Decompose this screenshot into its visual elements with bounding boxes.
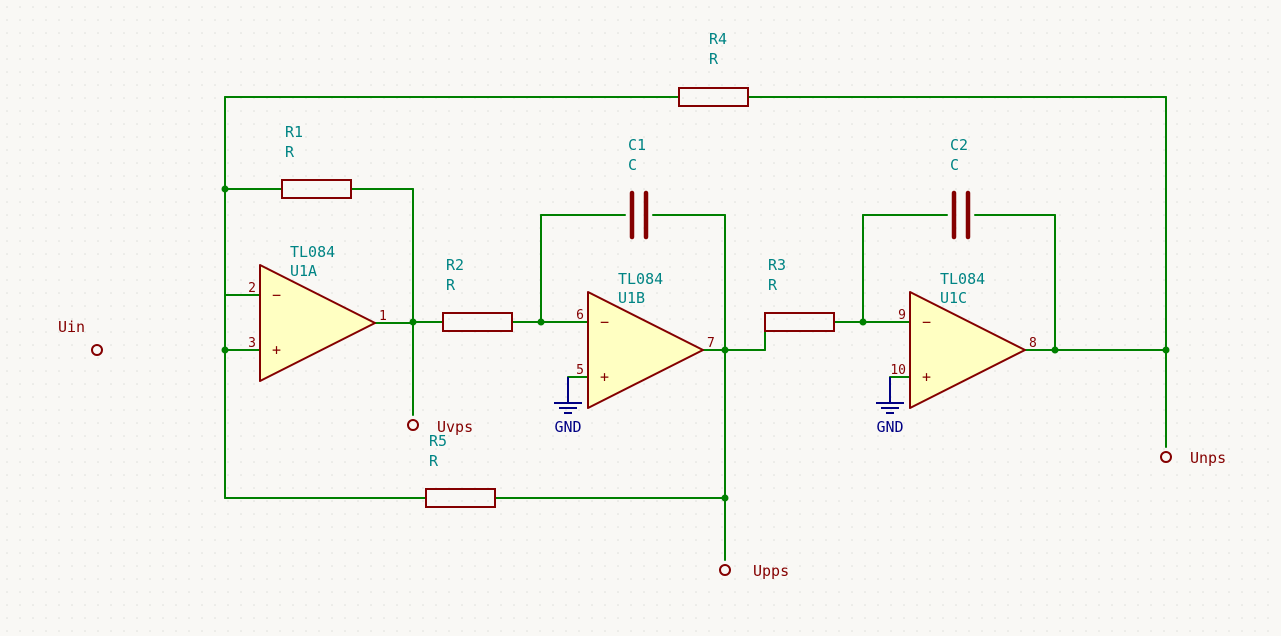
port-label: Unps <box>1190 449 1226 467</box>
svg-text:2: 2 <box>248 281 256 296</box>
svg-text:1: 1 <box>379 309 387 324</box>
svg-text:+: + <box>600 368 609 386</box>
svg-text:−: − <box>922 313 931 331</box>
junction <box>222 186 229 193</box>
opamp-ref: U1C <box>940 289 967 307</box>
resistor-val: R <box>709 50 719 68</box>
svg-text:−: − <box>600 313 609 331</box>
junction <box>222 347 229 354</box>
svg-text:7: 7 <box>707 336 715 351</box>
junction <box>1052 347 1059 354</box>
schematic-canvas: R1RR2RR3RR4RR5RC1CC2C−+231TL084U1A−+657T… <box>0 0 1281 636</box>
port-label: Uin <box>58 318 85 336</box>
port-label: Upps <box>753 562 789 580</box>
cap-ref: C1 <box>628 136 646 154</box>
svg-text:9: 9 <box>898 308 906 323</box>
svg-text:3: 3 <box>248 336 256 351</box>
cap-val: C <box>628 156 637 174</box>
junction <box>538 319 545 326</box>
cap-ref: C2 <box>950 136 968 154</box>
junction <box>722 495 729 502</box>
junction <box>410 319 417 326</box>
svg-text:+: + <box>922 368 931 386</box>
junction <box>860 319 867 326</box>
gnd-label: GND <box>554 418 581 436</box>
opamp-val: TL084 <box>290 243 335 261</box>
svg-text:8: 8 <box>1029 336 1037 351</box>
resistor-ref: R1 <box>285 123 303 141</box>
junction <box>722 347 729 354</box>
resistor-val: R <box>285 143 295 161</box>
svg-text:10: 10 <box>890 363 906 378</box>
opamp-val: TL084 <box>618 270 663 288</box>
opamp-ref: U1B <box>618 289 645 307</box>
svg-text:5: 5 <box>576 363 584 378</box>
resistor-val: R <box>768 276 778 294</box>
opamp-val: TL084 <box>940 270 985 288</box>
port-label: Uvps <box>437 418 473 436</box>
resistor-ref: R2 <box>446 256 464 274</box>
resistor-val: R <box>446 276 456 294</box>
svg-text:−: − <box>272 286 281 304</box>
svg-text:+: + <box>272 341 281 359</box>
cap-val: C <box>950 156 959 174</box>
resistor-ref: R4 <box>709 30 727 48</box>
gnd-label: GND <box>876 418 903 436</box>
opamp-ref: U1A <box>290 262 317 280</box>
resistor-val: R <box>429 452 439 470</box>
resistor-ref: R3 <box>768 256 786 274</box>
svg-text:6: 6 <box>576 308 584 323</box>
junction <box>1163 347 1170 354</box>
